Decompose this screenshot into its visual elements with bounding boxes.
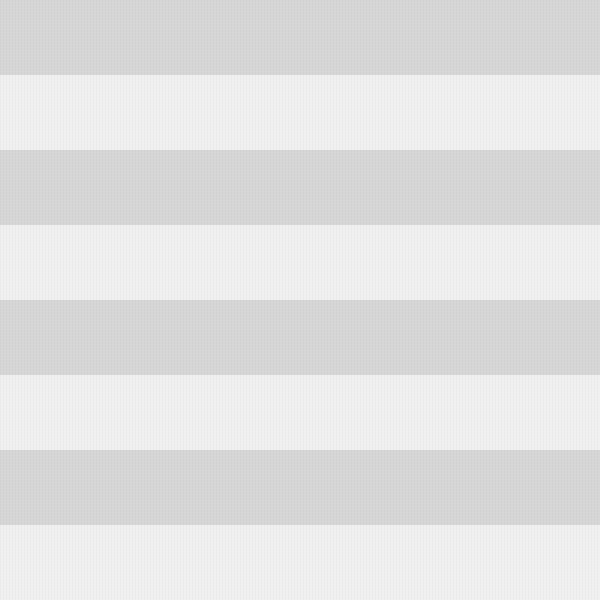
stripe-dark (0, 300, 600, 375)
stripe-dark (0, 0, 600, 75)
stripe-light (0, 75, 600, 150)
stripe-dark (0, 450, 600, 525)
stripe-light (0, 525, 600, 600)
stripe-light (0, 375, 600, 450)
stripe-light (0, 225, 600, 300)
stripe-dark (0, 150, 600, 225)
